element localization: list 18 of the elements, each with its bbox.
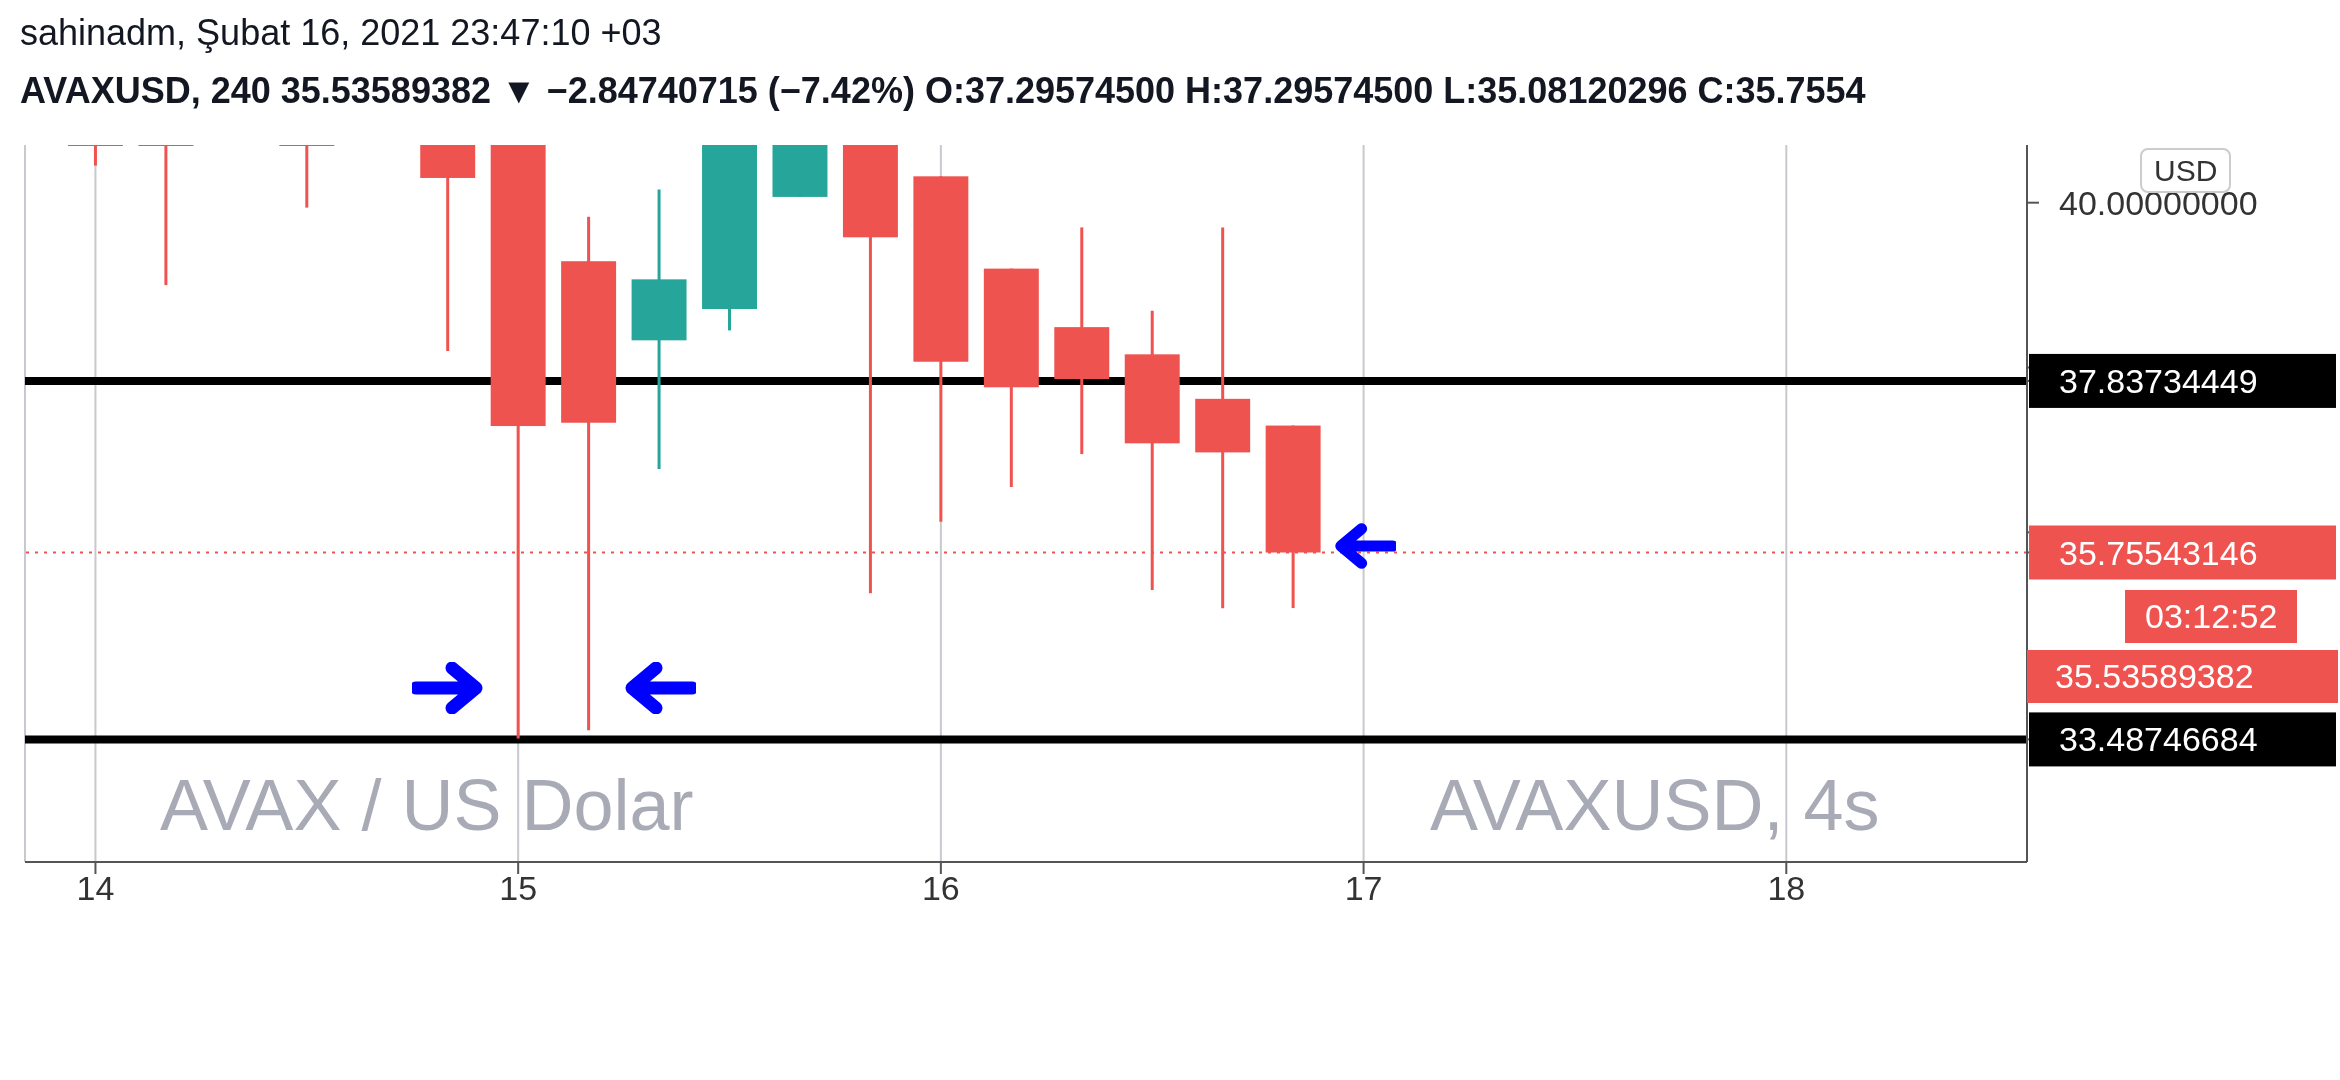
chart-subtitle: AVAXUSD, 240 35.53589382 ▼ −2.84740715 (−7.42%) O:37.29574500 H:37.29574500 L:35.08120296 C:35.7554 — [20, 70, 1867, 112]
text: 03:12:52 — [2125, 590, 2298, 644]
text: 35.53589382 — [2027, 650, 2338, 704]
x-tick-label: 17 — [1344, 869, 1383, 908]
candlestick — [279, 145, 335, 208]
annotation: AVAX / US Dolar — [150, 765, 704, 845]
y-tick-label: 33.48746684 — [2059, 720, 2258, 759]
chart-title: sahinadm, Şubat 16, 2021 23:47:10 +03 — [20, 12, 662, 54]
text: USD — [2140, 148, 2232, 193]
y-tick-label: 35.75543146 — [2059, 533, 2258, 572]
x-tick-label: 14 — [76, 869, 115, 908]
y-tick-label: 37.83734449 — [2059, 361, 2258, 400]
x-tick-label: 18 — [1767, 869, 1806, 908]
candlestick — [67, 145, 123, 166]
annotation: AVAXUSD, 4s — [1420, 765, 1890, 845]
candlestick — [138, 145, 194, 287]
x-tick-label: 15 — [499, 869, 538, 908]
x-tick-label: 16 — [921, 869, 960, 908]
